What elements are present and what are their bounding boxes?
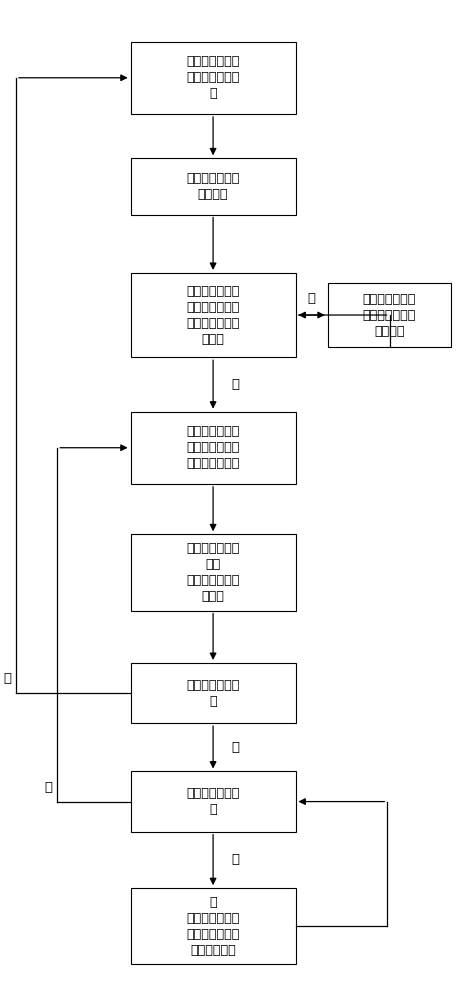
Text: 判断验证是否正
确: 判断验证是否正 确 (186, 679, 240, 708)
Text: 操作空调遥控器
特定按键，产生
另一个红外编码: 操作空调遥控器 特定按键，产生 另一个红外编码 (186, 425, 240, 470)
FancyBboxPatch shape (328, 283, 451, 347)
FancyBboxPatch shape (131, 888, 296, 964)
Text: 对红外编码进行
初步分析，获得
编码规则和数据
格式？: 对红外编码进行 初步分析，获得 编码规则和数据 格式？ (186, 285, 240, 346)
FancyBboxPatch shape (131, 42, 296, 114)
Text: 将红外编码发送
给云平台: 将红外编码发送 给云平台 (186, 172, 240, 201)
FancyBboxPatch shape (131, 158, 296, 215)
Text: 进行逐步分析，
获得编码规则和
数据格式: 进行逐步分析， 获得编码规则和 数据格式 (363, 293, 416, 338)
FancyBboxPatch shape (131, 273, 296, 357)
FancyBboxPatch shape (131, 663, 296, 723)
Text: 将检索结果与另
一个
红外编码进行验
证比对: 将检索结果与另 一个 红外编码进行验 证比对 (186, 542, 240, 603)
Text: 是否继续完成学
习: 是否继续完成学 习 (186, 787, 240, 816)
Text: 否: 否 (45, 781, 53, 794)
FancyBboxPatch shape (131, 412, 296, 484)
Text: 否: 否 (3, 672, 12, 685)
Text: 是: 是 (231, 741, 239, 754)
FancyBboxPatch shape (131, 534, 296, 611)
Text: 是: 是 (231, 853, 239, 866)
Text: 是: 是 (231, 378, 239, 391)
FancyBboxPatch shape (131, 771, 296, 832)
Text: 否: 否 (308, 292, 316, 305)
Text: 接收空调遥控器
发射出的红外编
码: 接收空调遥控器 发射出的红外编 码 (186, 55, 240, 100)
Text: 将
编码规则和数据
格式发送给手机
和嵌入式模组: 将 编码规则和数据 格式发送给手机 和嵌入式模组 (186, 896, 240, 957)
